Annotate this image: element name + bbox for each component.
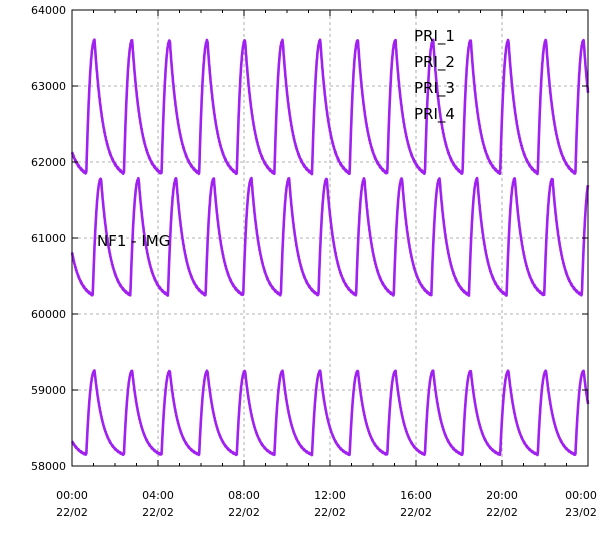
annotation-label: NF1 - IMG xyxy=(97,232,170,250)
x-tick-label-time: 00:00 xyxy=(56,489,88,502)
legend-entry: PRI_2 xyxy=(414,53,455,72)
x-tick-label-date: 22/02 xyxy=(486,506,518,519)
series-line-pri_2 xyxy=(70,176,590,297)
legend-entry: PRI_3 xyxy=(414,79,455,98)
y-tick-label: 61000 xyxy=(31,232,66,245)
series-line-pri_3 xyxy=(70,369,590,457)
x-tick-label-time: 00:00 xyxy=(565,489,597,502)
y-tick-label: 60000 xyxy=(31,308,66,321)
legend-entry: PRI_4 xyxy=(414,105,455,124)
x-tick-label-time: 12:00 xyxy=(314,489,346,502)
y-tick-label: 63000 xyxy=(31,80,66,93)
x-tick-label-date: 22/02 xyxy=(56,506,88,519)
series-line-pri_1 xyxy=(70,38,590,176)
legend-entry: PRI_1 xyxy=(414,27,455,46)
x-tick-label-date: 22/02 xyxy=(142,506,174,519)
x-tick-label-date: 23/02 xyxy=(565,506,597,519)
y-tick-label: 62000 xyxy=(31,156,66,169)
x-tick-label-date: 22/02 xyxy=(228,506,260,519)
y-tick-label: 59000 xyxy=(31,384,66,397)
y-tick-labels: 64000 63000 62000 61000 60000 59000 58000 xyxy=(31,4,66,473)
legend: PRI_1 PRI_2 PRI_3 PRI_4 xyxy=(414,27,455,124)
x-tick-label-date: 22/02 xyxy=(314,506,346,519)
y-tick-label: 58000 xyxy=(31,460,66,473)
tick-marks xyxy=(71,9,589,467)
x-tick-labels: 00:00 22/02 04:00 22/02 08:00 22/02 12:00 22/02… xyxy=(56,489,597,519)
x-tick-label-time: 16:00 xyxy=(400,489,432,502)
series-layer xyxy=(70,38,590,457)
y-tick-label: 64000 xyxy=(31,4,66,17)
grid xyxy=(72,10,588,466)
x-tick-label-time: 08:00 xyxy=(228,489,260,502)
x-tick-label-time: 04:00 xyxy=(142,489,174,502)
x-tick-label-date: 22/02 xyxy=(400,506,432,519)
x-tick-label-time: 20:00 xyxy=(486,489,518,502)
